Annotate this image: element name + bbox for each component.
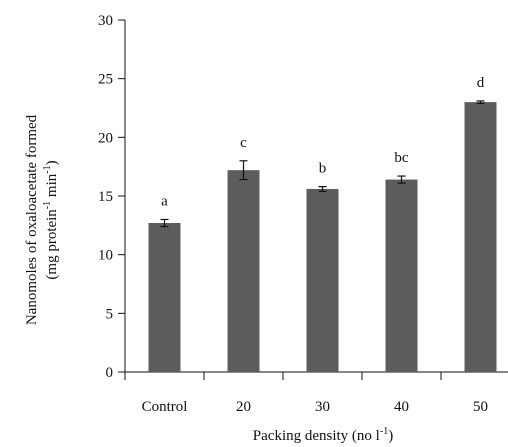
- y-tick-label: 10: [98, 248, 113, 264]
- y-tick-label: 20: [98, 130, 113, 146]
- error-bar: [476, 100, 485, 104]
- x-axis-title: Packing density (no l-1): [253, 426, 393, 444]
- significance-letter: bc: [394, 150, 409, 166]
- x-tick-label: Control: [142, 399, 188, 415]
- y-tick-label: 5: [106, 306, 114, 322]
- bar: [306, 188, 339, 372]
- bar: [148, 222, 181, 372]
- bar: [464, 102, 497, 372]
- significance-letter: b: [319, 161, 327, 177]
- error-bar: [318, 186, 327, 192]
- y-axis-title-line1: Nanomoles of oxaloacetate formed: [24, 114, 40, 325]
- significance-letter: d: [477, 75, 485, 91]
- y-axis-title-units: (mg protein-1 min-1): [42, 160, 60, 279]
- significance-letter: c: [240, 135, 247, 151]
- significance-letter: a: [161, 193, 168, 209]
- error-bar: [160, 218, 169, 228]
- y-tick-label: 0: [106, 365, 114, 381]
- x-tick-label: 50: [473, 399, 488, 415]
- y-tick-label: 30: [98, 13, 113, 29]
- y-tick-label: 15: [98, 189, 113, 205]
- x-axis: Control 20 30 40 50: [124, 371, 508, 415]
- y-axis-title: Nanomoles of oxaloacetate formed: [24, 114, 40, 325]
- bar: [227, 170, 260, 372]
- y-axis: 0 5 10 15 20 25 30: [98, 13, 126, 381]
- bar: [385, 179, 418, 372]
- x-tick-label: 30: [315, 399, 330, 415]
- x-tick-label: 40: [394, 399, 409, 415]
- error-bar: [239, 160, 248, 181]
- error-bar: [397, 175, 406, 184]
- x-tick-label: 20: [236, 399, 251, 415]
- bars: a c b bc d: [148, 75, 497, 372]
- y-tick-label: 25: [98, 72, 113, 88]
